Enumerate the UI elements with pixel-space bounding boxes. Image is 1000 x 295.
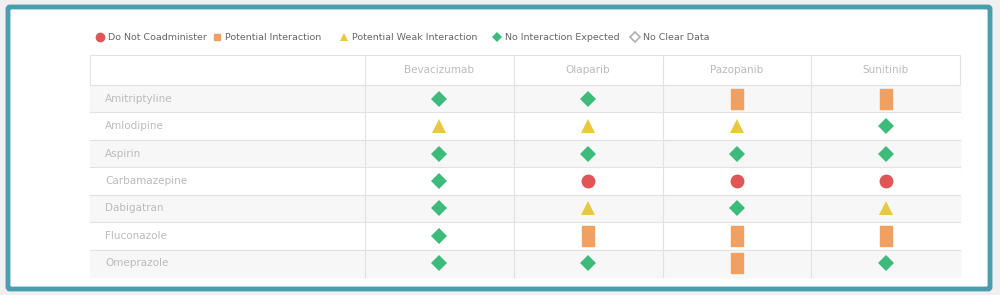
Text: Bevacizumab: Bevacizumab xyxy=(404,65,474,75)
Text: Carbamazepine: Carbamazepine xyxy=(105,176,187,186)
Bar xyxy=(90,85,960,112)
Bar xyxy=(731,226,743,246)
Bar xyxy=(731,253,743,273)
Bar xyxy=(90,55,960,277)
Text: Fluconazole: Fluconazole xyxy=(105,231,167,241)
Text: Amlodipine: Amlodipine xyxy=(105,121,164,131)
Text: Potential Interaction: Potential Interaction xyxy=(225,32,321,42)
Bar xyxy=(90,167,960,195)
Text: Sunitinib: Sunitinib xyxy=(862,65,909,75)
Text: Omeprazole: Omeprazole xyxy=(105,258,168,268)
Bar xyxy=(731,89,743,109)
Text: Pazopanib: Pazopanib xyxy=(710,65,764,75)
Bar xyxy=(880,89,892,109)
Text: Potential Weak Interaction: Potential Weak Interaction xyxy=(352,32,477,42)
Bar xyxy=(90,140,960,167)
Text: Olaparib: Olaparib xyxy=(566,65,610,75)
Bar xyxy=(214,34,220,40)
Bar xyxy=(90,112,960,140)
Bar xyxy=(582,226,594,246)
Text: Do Not Coadminister: Do Not Coadminister xyxy=(108,32,207,42)
Bar xyxy=(880,226,892,246)
Text: Aspirin: Aspirin xyxy=(105,149,141,159)
FancyBboxPatch shape xyxy=(8,7,990,289)
Bar xyxy=(90,195,960,222)
Bar xyxy=(90,250,960,277)
Bar xyxy=(90,222,960,250)
Text: Dabigatran: Dabigatran xyxy=(105,204,164,213)
Text: No Clear Data: No Clear Data xyxy=(643,32,709,42)
Text: No Interaction Expected: No Interaction Expected xyxy=(505,32,620,42)
Text: Amitriptyline: Amitriptyline xyxy=(105,94,173,104)
